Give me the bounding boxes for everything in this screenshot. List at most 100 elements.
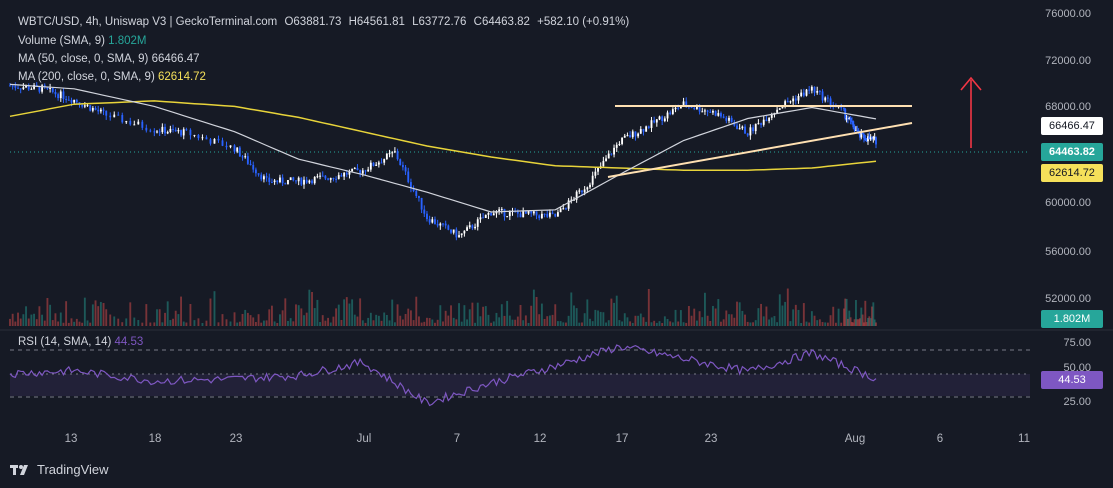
volume-bar (51, 320, 54, 326)
volume-bar (687, 306, 690, 326)
volume-bar (340, 319, 343, 326)
volume-bar (829, 315, 832, 326)
volume-bar (452, 317, 455, 326)
candle-body (345, 172, 348, 175)
candle-body (423, 209, 426, 214)
volume-bar (369, 312, 372, 326)
volume-bar (396, 304, 399, 326)
candle-body (663, 118, 666, 122)
volume-bar (185, 322, 188, 326)
volume-bar (781, 305, 784, 326)
candle-body (797, 95, 800, 101)
legend-ma200[interactable]: MA (200, close, 0, SMA, 9) 62614.72 (18, 71, 206, 83)
candle-body (262, 176, 265, 180)
volume-bar (752, 322, 754, 326)
candle-body (781, 106, 784, 109)
candle-body (484, 214, 487, 218)
candle-body (776, 109, 779, 113)
candle-body (109, 115, 112, 118)
candle-body (559, 208, 562, 213)
volume-bar (621, 321, 624, 326)
volume-bar (532, 289, 535, 326)
candle-body (607, 153, 610, 159)
candle-body (401, 165, 404, 168)
candle-body (393, 151, 396, 153)
legend-volume[interactable]: Volume (SMA, 9) 1.802M (18, 35, 146, 47)
candle-body (765, 119, 768, 122)
candle-body (589, 184, 591, 188)
legend-ma50[interactable]: MA (50, close, 0, SMA, 9) 66466.47 (18, 53, 200, 65)
volume-bar (717, 299, 720, 326)
volume-bar (623, 313, 626, 326)
volume-bar (873, 319, 876, 326)
volume-bar (81, 322, 84, 326)
volume-bar (474, 322, 477, 326)
candle-body (356, 168, 359, 171)
candle-body (35, 85, 38, 87)
volume-bar (426, 317, 428, 326)
volume-bar (158, 309, 161, 326)
volume-bar (842, 308, 845, 326)
volume-bar (447, 315, 450, 326)
candle-body (174, 129, 177, 132)
tradingview-logo[interactable]: TradingView (10, 462, 109, 477)
candle-body (311, 180, 313, 184)
candle-body (141, 121, 144, 128)
volume-bar (762, 316, 765, 326)
candle-body (412, 188, 415, 192)
candle-body (768, 117, 771, 122)
volume-bar (865, 322, 868, 326)
candle-body (340, 175, 343, 177)
volume-bar (546, 316, 549, 326)
candle-body (156, 131, 158, 133)
volume-bar (197, 318, 200, 326)
candle-body (873, 137, 876, 139)
legend-rsi[interactable]: RSI (14, SMA, 14) 44.53 (18, 336, 143, 348)
volume-bar (610, 298, 613, 326)
volume-bar (867, 317, 869, 326)
volume-bar (730, 314, 733, 326)
volume-bar (273, 321, 276, 326)
candle-body (97, 109, 100, 112)
up-arrow-icon[interactable] (960, 76, 982, 148)
ascending-trendline[interactable] (607, 122, 913, 178)
candle-body (679, 106, 682, 109)
volume-bar (679, 310, 682, 326)
candle-body (661, 116, 664, 122)
volume-bar (599, 311, 602, 326)
candle-body (792, 98, 795, 102)
volume-bar (38, 306, 41, 326)
candle-body (51, 87, 54, 93)
volume-bar (484, 306, 487, 326)
volume-bar (500, 304, 503, 326)
candle-body (57, 94, 60, 99)
candle-body (217, 138, 220, 141)
candle-body (476, 219, 479, 227)
volume-bar (393, 322, 396, 326)
candle-body (164, 126, 166, 134)
candle-body (125, 121, 128, 123)
candle-body (332, 178, 335, 180)
candle-body (490, 212, 493, 216)
volume-bar (117, 318, 120, 326)
candle-body (503, 208, 506, 217)
volume-bar (821, 322, 824, 326)
volume-bar (516, 316, 519, 326)
volume-bar (853, 319, 856, 326)
volume-bar (602, 312, 605, 326)
rsi-price-label: 44.53 (1041, 371, 1103, 389)
candle-body (161, 126, 164, 133)
volume-bar (487, 314, 490, 326)
candle-body (626, 135, 629, 137)
candle-body (153, 131, 156, 133)
volume-bar (522, 320, 525, 326)
candle-body (610, 153, 613, 155)
candle-body (498, 209, 501, 212)
volume-bar (808, 322, 811, 326)
ma50-price-label: 66466.47 (1041, 117, 1103, 135)
volume-bar (770, 317, 773, 326)
volume-bar (768, 319, 771, 326)
volume-bar (391, 299, 394, 326)
volume-bar (260, 322, 263, 326)
